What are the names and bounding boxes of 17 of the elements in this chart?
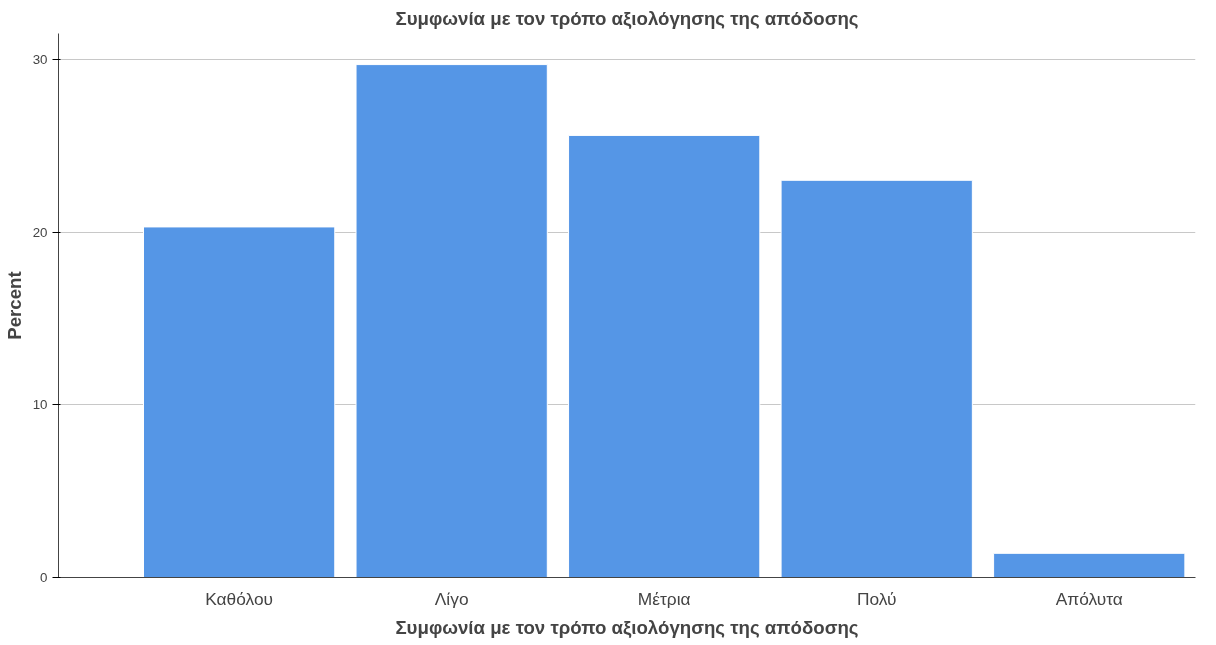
bar bbox=[143, 226, 336, 578]
chart-title: Συμφωνία με τον τρόπο αξιολόγησης της απόδοσης bbox=[395, 7, 859, 30]
bar bbox=[780, 179, 973, 578]
y-tick-label: 20 bbox=[32, 224, 48, 240]
bar bbox=[993, 552, 1186, 578]
x-tick-label: Καθόλου bbox=[205, 588, 274, 609]
bar bbox=[568, 134, 761, 578]
x-tick-label: Μέτρια bbox=[637, 588, 691, 609]
y-tick-label: 30 bbox=[32, 51, 48, 67]
y-tick-label: 0 bbox=[40, 570, 48, 585]
bar bbox=[355, 64, 548, 578]
x-tick-label: Λίγο bbox=[434, 588, 469, 609]
x-tick-label: Απόλυτα bbox=[1055, 588, 1123, 609]
x-tick-label: Πολύ bbox=[856, 588, 897, 609]
y-tick-label: 10 bbox=[32, 397, 48, 413]
y-axis-title: Percent bbox=[3, 271, 25, 340]
x-axis-title: Συμφωνία με τον τρόπο αξιολόγησης της απόδοσης bbox=[395, 616, 859, 639]
